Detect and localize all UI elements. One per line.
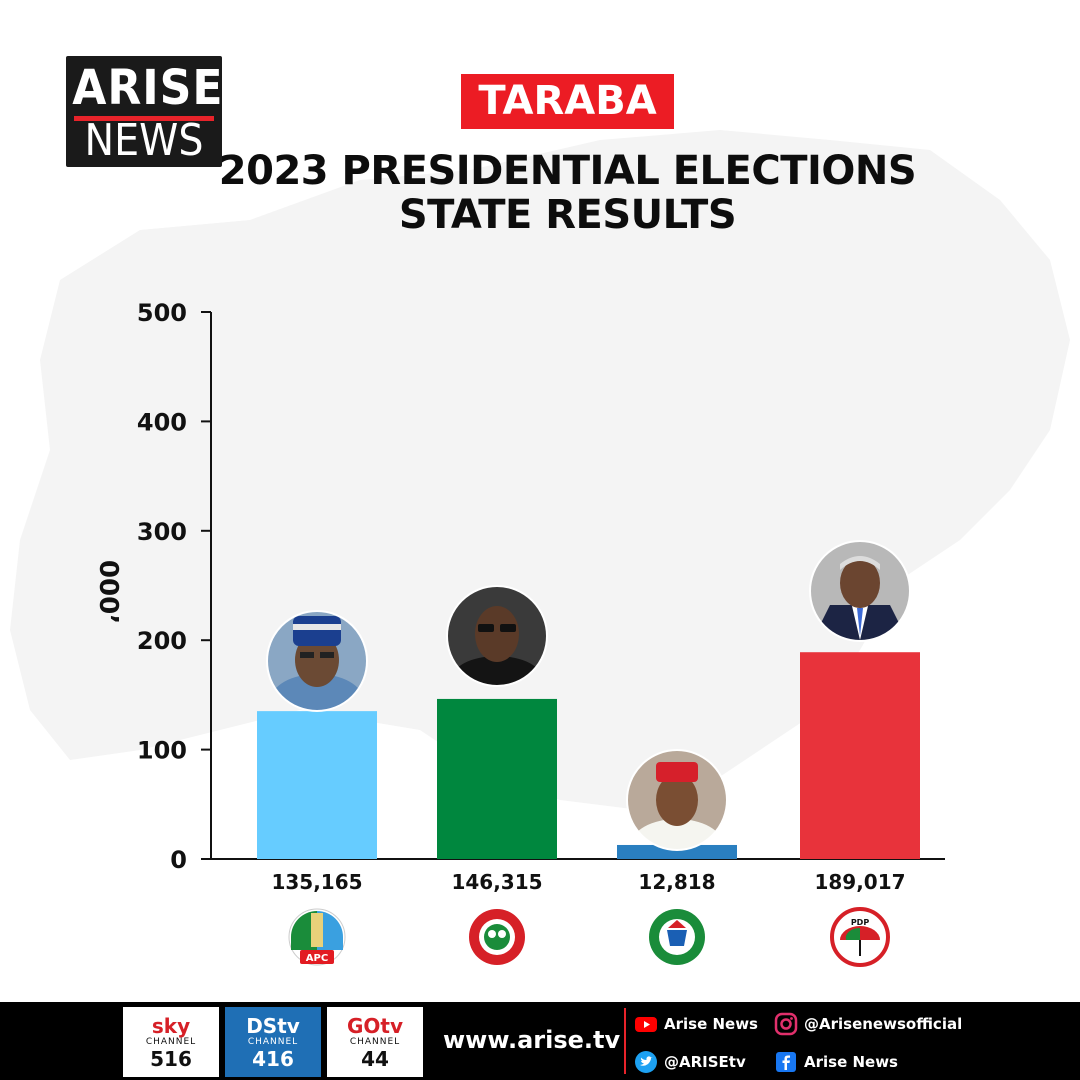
footer-bar: sky CHANNEL 516 DStv CHANNEL 416 GOtv CH… — [0, 1002, 1080, 1080]
value-label-apc: 135,165 — [271, 870, 362, 894]
social-youtube[interactable]: Arise News — [634, 1012, 758, 1036]
page-title-line1: 2023 PRESIDENTIAL ELECTIONS — [218, 148, 917, 194]
logo-line1: ARISE — [72, 60, 224, 116]
y-tick-label: 200 — [137, 627, 187, 655]
state-badge: TARABA — [461, 74, 674, 129]
instagram-icon — [774, 1012, 798, 1036]
social-twitter[interactable]: @ARISEtv — [634, 1050, 746, 1074]
gotv-brand: GOtv — [346, 1014, 403, 1038]
twitter-icon — [635, 1051, 657, 1073]
y-axis-label: 000’ — [93, 560, 123, 624]
website-link[interactable]: www.arise.tv — [443, 1026, 621, 1054]
y-tick-label: 400 — [137, 408, 187, 436]
bar-pdp — [800, 652, 920, 859]
bar-lp — [437, 698, 557, 859]
gotv-channel-label: CHANNEL — [349, 1037, 401, 1047]
svg-text:PDP: PDP — [851, 918, 870, 927]
apc-logo-icon: APC — [288, 908, 346, 966]
sky-channel-badge: sky CHANNEL 516 — [123, 1007, 219, 1077]
dstv-channel-label: CHANNEL — [247, 1037, 299, 1047]
youtube-icon — [635, 1017, 657, 1032]
dstv-channel-number: 416 — [252, 1047, 294, 1071]
arise-news-logo: ARISE NEWS — [66, 56, 224, 167]
logo-line2: NEWS — [84, 115, 204, 166]
candidate-photo-lp — [447, 586, 547, 686]
value-label-pdp: 189,017 — [814, 870, 905, 894]
social-facebook-label: Arise News — [804, 1053, 898, 1071]
dstv-channel-badge: DStv CHANNEL 416 — [225, 1007, 321, 1077]
y-tick-label: 500 — [137, 299, 187, 327]
sky-brand: sky — [151, 1014, 191, 1038]
y-tick-label: 100 — [137, 737, 187, 765]
labour-party-logo-icon — [469, 909, 525, 965]
bar-apc — [257, 711, 377, 859]
logo-rule — [74, 116, 214, 121]
social-youtube-label: Arise News — [664, 1015, 758, 1033]
footer-divider — [624, 1008, 626, 1074]
value-label-nnpp: 12,818 — [638, 870, 715, 894]
page-title-line2: STATE RESULTS — [398, 192, 737, 238]
candidate-photo-nnpp — [627, 750, 727, 850]
svg-text:APC: APC — [306, 953, 328, 964]
facebook-icon — [776, 1052, 796, 1072]
sky-channel-label: CHANNEL — [145, 1037, 197, 1047]
y-tick-label: 0 — [170, 846, 187, 874]
candidate-photo-pdp — [810, 541, 910, 641]
y-tick-label: 300 — [137, 518, 187, 546]
dstv-brand: DStv — [246, 1014, 300, 1038]
social-instagram-label: @Arisenewsofficial — [804, 1015, 963, 1033]
social-facebook[interactable]: Arise News — [774, 1050, 898, 1074]
gotv-channel-badge: GOtv CHANNEL 44 — [327, 1007, 423, 1077]
pdp-logo-icon: PDP — [830, 907, 890, 967]
social-instagram[interactable]: @Arisenewsofficial — [774, 1012, 962, 1036]
nnpp-logo-icon — [649, 909, 705, 965]
social-twitter-label: @ARISEtv — [664, 1053, 746, 1071]
value-label-lp: 146,315 — [451, 870, 542, 894]
candidate-photo-apc — [267, 611, 367, 711]
bar-nnpp — [617, 844, 737, 859]
gotv-channel-number: 44 — [361, 1047, 389, 1071]
sky-channel-number: 516 — [150, 1047, 192, 1071]
